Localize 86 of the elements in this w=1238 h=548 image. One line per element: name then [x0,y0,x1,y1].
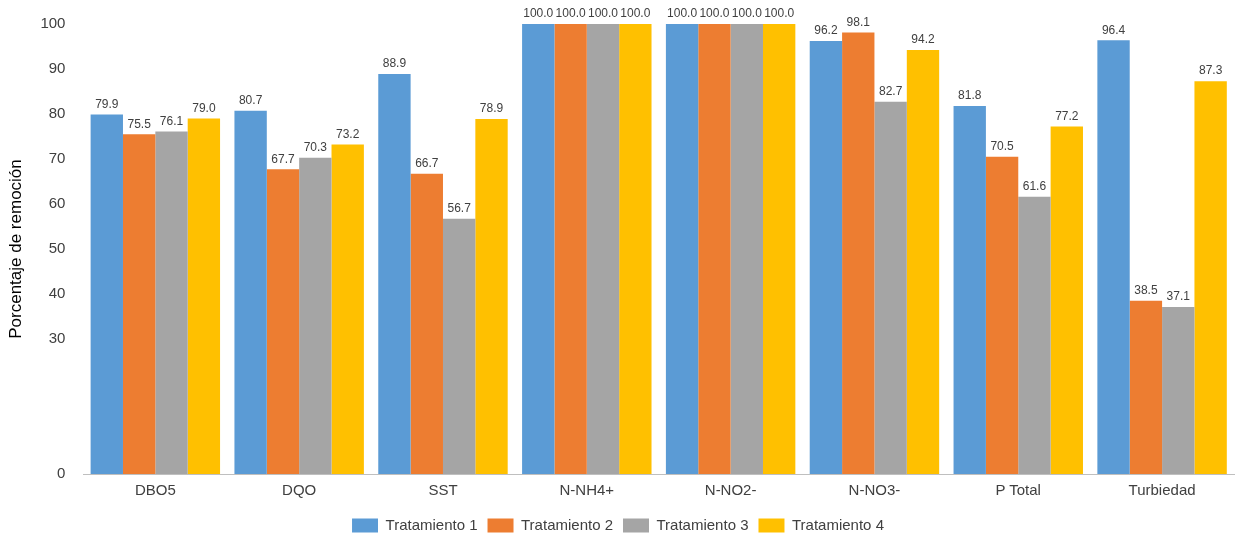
x-tick-label: DBO5 [134,481,176,499]
x-tick-label: P Total [995,481,1041,499]
bar [187,118,221,474]
data-label: 73.2 [336,126,360,141]
bar [842,32,875,474]
data-label: 100.0 [555,6,586,21]
bar [331,144,364,474]
bar [522,24,555,474]
bar [234,110,267,474]
bar [1129,300,1163,474]
bar [1097,40,1130,474]
bar [1050,126,1083,474]
bar [809,41,843,474]
y-tick-label: 50 [48,239,66,257]
y-tick-label: 60 [48,194,66,212]
data-label: 78.9 [479,101,504,116]
y-tick-label: 40 [48,284,66,302]
x-tick-label: N-NH4+ [559,481,615,499]
y-tick-label: 80 [48,104,66,122]
y-tick-label: 0 [57,464,66,482]
data-label: 56.7 [447,201,472,216]
data-label: 80.7 [238,93,263,108]
bar [1162,307,1195,474]
data-label: 77.2 [1055,108,1079,123]
bar [953,105,986,474]
data-label: 100.0 [731,6,763,21]
bar [442,218,476,474]
data-label: 87.3 [1198,63,1223,78]
bar [730,24,763,474]
y-tick-label: 90 [48,59,66,77]
bar [378,73,411,474]
x-tick-label: N-NO2- [704,481,757,499]
data-label: 96.2 [814,23,838,38]
data-label: 94.2 [911,32,935,47]
y-tick-label: 30 [48,329,66,347]
bar [906,50,940,474]
x-tick-label: Turbiedad [1128,481,1196,499]
x-tick-label: N-NO3- [848,481,901,499]
data-label: 37.1 [1166,289,1191,304]
bar [90,114,123,474]
data-label: 100.0 [620,6,651,21]
data-label: 98.1 [846,14,871,29]
data-label: 88.9 [382,56,407,71]
legend-label: Tratamiento 4 [791,515,884,533]
data-label: 100.0 [587,6,619,21]
data-label: 76.1 [159,113,184,128]
bar [698,24,731,474]
bar [1018,196,1051,474]
bar [762,24,796,474]
y-tick-label: 70 [48,149,66,167]
data-label: 100.0 [523,6,554,21]
data-label: 75.5 [127,116,152,131]
data-label: 100.0 [699,6,730,21]
legend-label: Tratamiento 2 [521,515,614,533]
legend-label: Tratamiento 3 [656,515,749,533]
data-label: 38.5 [1134,283,1158,298]
data-label: 70.3 [303,139,328,154]
y-axis-title: Porcentaje de remoción [5,159,25,339]
legend-label: Tratamiento 1 [385,515,478,533]
bar [299,157,332,474]
data-label: 82.7 [878,84,903,99]
data-label: 81.8 [958,88,982,103]
data-label: 100.0 [764,6,795,21]
x-tick-label: DQO [282,481,317,499]
data-label: 79.0 [192,100,216,115]
data-label: 66.7 [415,156,439,171]
bar [619,24,652,474]
data-label: 70.5 [990,139,1015,154]
data-label: 61.6 [1022,179,1047,194]
data-label: 67.7 [271,151,295,166]
bar [410,173,443,474]
bar [665,24,699,474]
data-label: 79.9 [95,96,119,111]
bar [266,169,300,474]
bar [586,24,620,474]
bar [874,101,907,474]
y-tick-label: 100 [40,14,66,32]
bar [155,131,188,474]
x-tick-label: SST [428,481,458,499]
bar [554,24,587,474]
data-label: 100.0 [667,6,698,21]
bar [985,156,1019,474]
data-label: 96.4 [1101,22,1126,37]
bar [475,118,508,474]
bar [1194,81,1227,474]
bar [122,134,156,474]
